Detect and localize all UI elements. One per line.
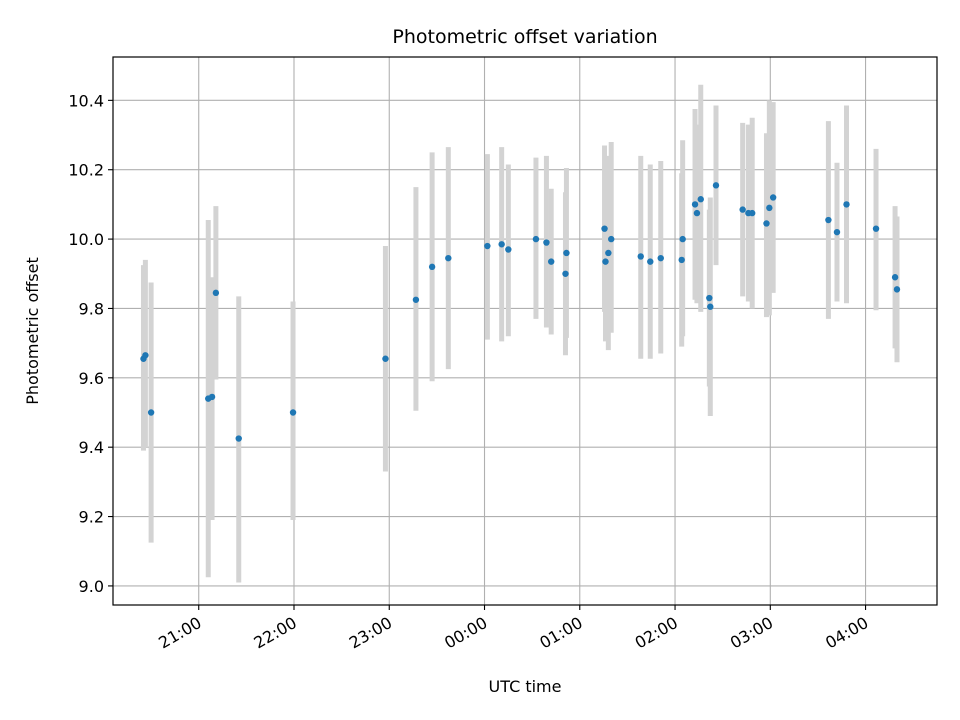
y-tick-label: 9.8 — [79, 299, 104, 318]
grid — [113, 57, 937, 605]
data-point — [412, 296, 420, 303]
data-point — [601, 225, 608, 232]
y-tick-label: 10.0 — [68, 230, 104, 249]
data-point — [843, 201, 850, 208]
data-point — [739, 206, 746, 213]
data-point — [605, 249, 612, 257]
y-tick-label: 10.2 — [68, 161, 104, 180]
y-tick-label: 9.4 — [79, 438, 104, 457]
data-point — [608, 235, 615, 243]
y-tick-label: 9.2 — [79, 508, 104, 527]
data-point — [769, 194, 777, 201]
data-point — [547, 258, 555, 265]
data-point — [748, 209, 756, 217]
data-point — [893, 286, 901, 293]
y-tick-label: 9.0 — [79, 577, 104, 596]
chart-title: Photometric offset variation — [392, 26, 657, 48]
data-point — [647, 258, 654, 265]
data-point — [147, 409, 155, 416]
data-point — [563, 249, 570, 257]
data-point — [382, 355, 389, 362]
y-axis: 9.0 9.2 9.4 9.6 9.8 10.0 10.2 10.4 — [68, 91, 113, 596]
data-point — [766, 204, 773, 212]
data-point — [697, 196, 704, 203]
data-point — [498, 241, 505, 248]
y-tick-label: 10.4 — [68, 91, 104, 110]
data-point — [505, 246, 512, 253]
data-point — [693, 209, 701, 217]
y-tick-label: 9.6 — [79, 369, 104, 388]
data-point — [142, 352, 149, 359]
data-point — [445, 254, 452, 262]
plot-frame — [112, 56, 938, 606]
data-point — [428, 263, 436, 271]
data-point — [212, 289, 220, 297]
data-point — [602, 258, 609, 265]
data-points — [140, 182, 901, 442]
data-point — [763, 220, 770, 227]
data-point — [891, 274, 899, 281]
data-point — [289, 409, 297, 416]
y-axis-title: Photometric offset — [23, 257, 42, 405]
data-point — [235, 435, 242, 442]
data-point — [825, 216, 832, 224]
data-point — [637, 253, 644, 260]
data-point — [706, 294, 713, 302]
data-point — [872, 225, 880, 232]
data-point — [712, 182, 720, 189]
data-point — [679, 235, 686, 243]
data-point — [833, 228, 841, 236]
data-point — [678, 256, 685, 264]
data-point — [707, 303, 714, 310]
data-point — [691, 201, 699, 208]
data-point — [562, 270, 569, 277]
data-point — [208, 393, 216, 401]
data-point — [484, 242, 491, 250]
data-point — [532, 235, 540, 243]
data-point — [543, 239, 550, 246]
data-point — [657, 254, 664, 262]
x-axis-title: UTC time — [489, 677, 562, 696]
